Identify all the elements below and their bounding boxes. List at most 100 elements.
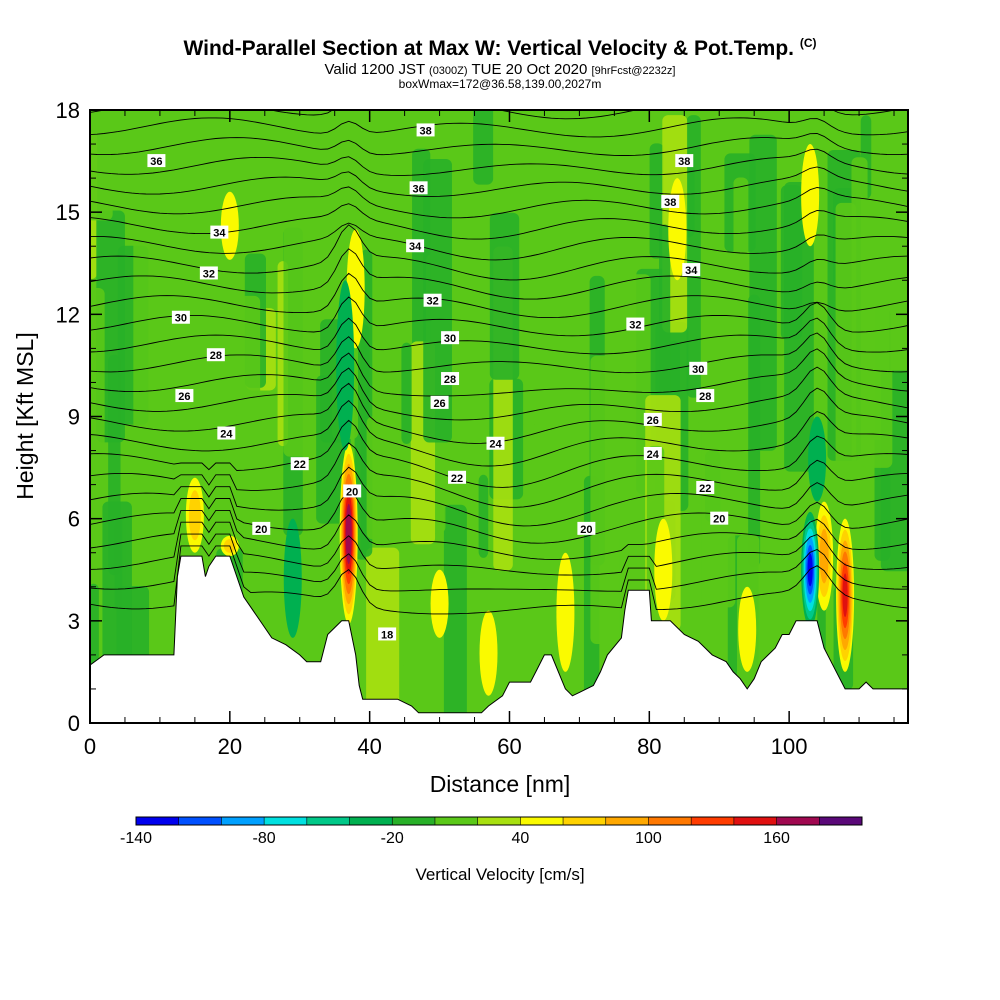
- svg-text:22: 22: [294, 459, 306, 471]
- velocity-streak: [733, 177, 749, 258]
- colorbar-frame: [135, 816, 863, 826]
- svg-text:38: 38: [664, 197, 676, 209]
- velocity-streak: [133, 227, 154, 473]
- colorbar-swatch: [136, 817, 179, 825]
- terrain-profile: [90, 555, 908, 723]
- contour-label: 20: [252, 521, 271, 536]
- isentrope-line: [90, 399, 908, 467]
- contour-label: 38: [661, 194, 680, 209]
- isentrope-line: [90, 442, 908, 508]
- isentrope-line: [90, 148, 908, 176]
- x-tick-label: 0: [84, 734, 96, 759]
- x-axis-title: Distance [nm]: [430, 771, 571, 797]
- y-tick-label: 12: [56, 302, 80, 327]
- isentrope-line: [90, 133, 908, 156]
- box-info: boxWmax=172@36.58,139.00,2027m: [398, 77, 602, 91]
- y-tick-label: 9: [68, 405, 80, 430]
- contour-label: 36: [147, 154, 166, 168]
- svg-text:20: 20: [580, 524, 592, 536]
- x-tick-label: 40: [357, 734, 381, 759]
- velocity-streak: [686, 115, 701, 398]
- colorbar-swatch: [477, 817, 521, 825]
- velocity-streak: [534, 205, 557, 532]
- isentrope-line: [90, 296, 908, 337]
- isentrope-line: [90, 222, 908, 261]
- velocity-streak: [473, 110, 494, 185]
- contour-label: 24: [217, 426, 236, 441]
- contour-label: 28: [441, 372, 460, 386]
- colorbar-label: 100: [635, 830, 662, 847]
- contour-label: 22: [448, 470, 467, 485]
- svg-text:32: 32: [629, 320, 641, 332]
- contour-label: 30: [171, 310, 190, 325]
- svg-text:38: 38: [419, 125, 431, 137]
- isentrope-line: [90, 366, 908, 421]
- contour-label: 20: [710, 511, 729, 526]
- isentrope-line: [90, 533, 908, 592]
- contour-label: 22: [696, 481, 715, 495]
- velocity-streak: [835, 202, 857, 480]
- updraft-core: [742, 608, 752, 651]
- x-tick-label: 80: [637, 734, 661, 759]
- contour-label: 32: [626, 317, 645, 332]
- svg-text:28: 28: [699, 391, 711, 403]
- updraft-core: [484, 631, 494, 675]
- velocity-streak: [451, 160, 478, 402]
- updraft-core: [805, 169, 815, 221]
- contour-label: 20: [577, 521, 596, 536]
- colorbar-title: Vertical Velocity [cm/s]: [415, 865, 584, 884]
- svg-text:22: 22: [451, 473, 463, 485]
- svg-text:38: 38: [678, 156, 690, 168]
- colorbar-swatch: [264, 817, 307, 825]
- svg-text:32: 32: [203, 268, 215, 280]
- isentrope-line: [90, 491, 908, 544]
- contour-label: 26: [430, 395, 449, 410]
- updraft-core: [346, 523, 351, 545]
- svg-text:26: 26: [647, 415, 659, 427]
- isentrope-line: [90, 248, 908, 300]
- isentrope-line: [90, 348, 908, 397]
- velocity-streak: [102, 501, 132, 723]
- velocity-streak: [478, 474, 489, 558]
- colorbar-swatch: [819, 817, 862, 825]
- svg-text:30: 30: [175, 313, 187, 325]
- updraft-core: [351, 258, 361, 319]
- velocity-streak: [366, 416, 393, 540]
- svg-text:28: 28: [210, 350, 222, 362]
- isentrope-line: [90, 545, 908, 615]
- svg-text:36: 36: [412, 183, 424, 195]
- colorbar-label: -140: [120, 830, 152, 847]
- terrain: [90, 555, 908, 723]
- y-tick-label: 18: [56, 98, 80, 123]
- svg-text:34: 34: [213, 228, 226, 240]
- svg-text:24: 24: [489, 439, 502, 451]
- colorbar-swatch: [691, 817, 734, 825]
- contour-label: 26: [175, 389, 194, 403]
- contour-label: 38: [675, 154, 694, 168]
- x-tick-label: 20: [218, 734, 242, 759]
- colorbar-swatch: [434, 817, 478, 825]
- contour-label: 28: [206, 348, 225, 362]
- colorbar-swatch: [776, 817, 820, 825]
- contour-label: 34: [406, 239, 425, 253]
- svg-text:20: 20: [255, 524, 267, 536]
- isentrope-line: [90, 332, 908, 374]
- contour-label: 24: [486, 436, 505, 451]
- colorbar-label: 160: [763, 830, 790, 847]
- velocity-streak: [90, 110, 113, 221]
- y-axis-title: Height [Kft MSL]: [12, 332, 38, 499]
- updraft-core: [191, 502, 198, 528]
- contour-label: 34: [210, 225, 229, 240]
- isentrope-line: [90, 166, 908, 197]
- contour-label: 22: [290, 457, 309, 471]
- colorbar-swatch: [605, 817, 649, 825]
- velocity-streak: [590, 355, 620, 644]
- svg-text:28: 28: [444, 374, 456, 386]
- colorbar-label: -80: [253, 830, 276, 847]
- colorbar-swatch: [349, 817, 393, 825]
- contour-label: 38: [416, 123, 435, 137]
- contour-label: 30: [689, 361, 708, 376]
- svg-text:24: 24: [647, 449, 660, 461]
- contour-label: 28: [696, 389, 715, 403]
- colorbar-swatch: [563, 817, 606, 825]
